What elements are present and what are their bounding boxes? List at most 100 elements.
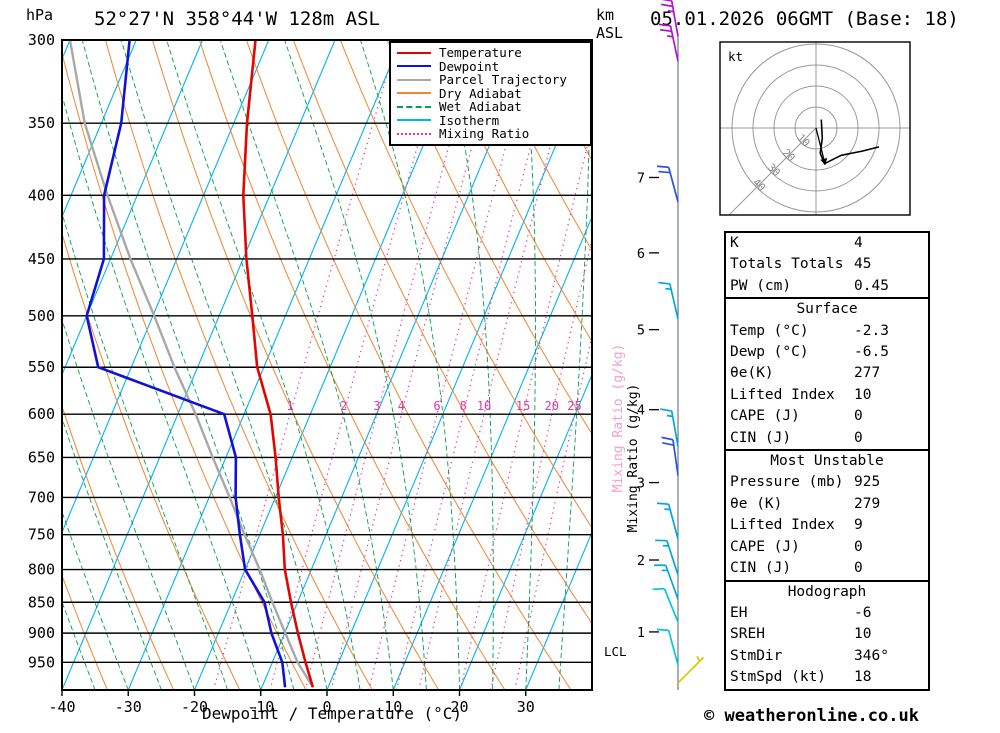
info-value: -2.3 (854, 322, 889, 339)
isotherm-grid (0, 40, 592, 690)
info-label: K (730, 235, 739, 251)
legend-item: Isotherm (397, 113, 588, 128)
info-row: Dewp (°C) -6.5 (725, 342, 929, 363)
dry-adiabat-line (480, 40, 592, 252)
info-label: PW (cm) (730, 277, 792, 294)
legend-line-swatch (397, 119, 431, 122)
mixing-ratio-value-label: 4 (398, 399, 405, 413)
mixing-ratio-value-label: 3 (373, 399, 380, 413)
indices-table: K 4 Totals Totals 45 PW (cm) 0.45 Surface Temp … (724, 231, 930, 691)
mixing-ratio-value-label: 15 (516, 399, 530, 413)
wind-barb (653, 564, 679, 600)
wind-barb (655, 539, 679, 576)
lcl-marker-label: LCL (604, 644, 627, 659)
wind-barb-column (652, 0, 705, 690)
info-section-surface: Surface Temp (°C) -2.3 Dewp (°C) -6.5 θe(K) 27… (725, 297, 929, 450)
mixing-ratio-value-label: 2 (340, 399, 347, 413)
info-label: Pressure (mb) (730, 474, 844, 491)
info-value: 277 (854, 365, 881, 382)
pressure-tick-label: 800 (28, 561, 55, 579)
mixing-ratio-value-label: 20 (545, 399, 559, 413)
temperature-axis-labels: -40 -30 -20 -10 0 10 20 30 (48, 690, 535, 716)
pressure-tick-label: 500 (28, 307, 55, 325)
info-label: SREH (730, 626, 765, 643)
wind-barb (656, 502, 679, 540)
info-value: 0 (854, 560, 863, 577)
pressure-tick-label: 950 (28, 653, 55, 671)
mixing-ratio-axis-label: Mixing Ratio (g/kg) (626, 384, 641, 533)
info-row: EH -6 (725, 603, 929, 624)
temperature-tick-label: -30 (115, 698, 142, 716)
wet-adiabat-line (359, 40, 460, 690)
legend-line-swatch (397, 65, 431, 68)
info-row: Pressure (mb) 925 (725, 472, 929, 493)
info-value: 10 (854, 386, 872, 403)
wet-adiabat-grid (62, 40, 592, 690)
pressure-tick-label: 450 (28, 250, 55, 268)
info-row: PW (cm) 0.45 (725, 276, 929, 298)
info-row: Lifted Index 9 (725, 515, 929, 536)
legend-item: Wet Adiabat (397, 99, 588, 115)
legend-item: Mixing Ratio (397, 126, 588, 141)
info-row: CIN (J) 0 (725, 428, 929, 450)
wind-barb (661, 0, 679, 37)
info-row: StmDir 346° (725, 646, 929, 667)
hodograph-ring (773, 85, 859, 171)
legend-item: Dewpoint (397, 58, 588, 74)
info-row: Temp (°C) -2.3 (725, 321, 929, 342)
isotherm-line (260, 40, 535, 690)
legend-item: Temperature (397, 45, 588, 60)
legend-item-label: Dewpoint (439, 58, 500, 74)
info-value: 0.45 (854, 277, 889, 294)
temperature-line (242, 40, 315, 688)
legend-item: Parcel Trajectory (397, 72, 588, 87)
info-section-most-unstable: Most Unstable Pressure (mb) 925 θe (K) 279 Li… (725, 449, 929, 580)
info-label: Lifted Index (730, 517, 835, 534)
mixing-ratio-line (269, 40, 448, 690)
pressure-tick-label: 650 (28, 448, 55, 466)
mixing-ratio-labels: 1 2 3 4 6 8 10 15 20 25 (286, 399, 581, 413)
legend-line-swatch (397, 51, 431, 54)
info-label: CAPE (J) (730, 408, 800, 425)
isotherm-line (62, 40, 204, 376)
dry-adiabat-line (386, 40, 592, 435)
info-label: CIN (J) (730, 429, 792, 446)
info-row: θe (K) 279 (725, 494, 929, 515)
isotherm-line (0, 40, 4, 690)
pressure-tick-label: 300 (28, 31, 55, 49)
info-value: -6.5 (854, 344, 889, 361)
info-label: StmSpd (kt) (730, 669, 827, 686)
info-value: -6 (854, 604, 872, 621)
info-value: 925 (854, 474, 881, 491)
wind-barb (677, 655, 705, 684)
legend-item: Dry Adiabat (397, 86, 588, 101)
info-label: EH (730, 604, 748, 621)
run-datetime-title: 05.01.2026 06GMT (Base: 18) (650, 8, 959, 30)
info-value: 45 (854, 256, 872, 273)
info-value: 279 (854, 495, 881, 512)
info-section-title: Most Unstable (725, 449, 929, 473)
wet-adiabat-line (62, 318, 195, 690)
isotherm-line (62, 40, 137, 219)
legend-item-label: Wet Adiabat (439, 99, 522, 115)
isotherm-line (62, 40, 270, 534)
info-row: StmSpd (kt) 18 (725, 667, 929, 689)
wet-adiabat-line (120, 40, 328, 690)
info-row: θe(K) 277 (725, 363, 929, 384)
wet-adiabat-line (166, 40, 361, 690)
storm-motion-vector (815, 127, 826, 165)
km-tick-label: 2 (637, 553, 645, 569)
hodograph-ring (752, 64, 880, 192)
station-title: 52°27'N 358°44'W 128m ASL (94, 8, 380, 30)
info-label: θe (K) (730, 495, 783, 512)
info-row: SREH 10 (725, 624, 929, 645)
x-axis-label: Dewpoint / Temperature (°C) (201, 704, 463, 723)
info-value: 0 (854, 429, 863, 446)
info-label: θe(K) (730, 365, 774, 382)
mixing-ratio-value-label: 1 (286, 399, 293, 413)
info-row: Lifted Index 10 (725, 385, 929, 406)
km-tick-label: 7 (637, 170, 645, 186)
info-label: StmDir (730, 647, 783, 664)
